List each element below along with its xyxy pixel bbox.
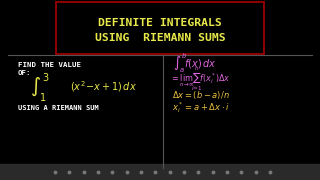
Text: $x_i^*=a+\Delta x\cdot i$: $x_i^*=a+\Delta x\cdot i$	[172, 101, 230, 115]
Text: $\int_a^b\!f(x)\,dx$: $\int_a^b\!f(x)\,dx$	[173, 51, 217, 75]
Text: $\int_1^3$: $\int_1^3$	[30, 71, 50, 104]
Text: USING  RIEMANN SUMS: USING RIEMANN SUMS	[95, 33, 225, 43]
Text: $=\lim_{n\to\infty}\!\sum_{i=1}^{n}\!f(x_i^*)\Delta x$: $=\lim_{n\to\infty}\!\sum_{i=1}^{n}\!f(x…	[170, 65, 231, 93]
Text: DEFINITE INTEGRALS: DEFINITE INTEGRALS	[98, 18, 222, 28]
Text: $(x^2\!-\!x+1)\,dx$: $(x^2\!-\!x+1)\,dx$	[69, 80, 136, 94]
FancyBboxPatch shape	[56, 2, 264, 54]
Text: OF:: OF:	[18, 70, 31, 76]
Text: FIND THE VALUE: FIND THE VALUE	[18, 62, 81, 68]
Text: USING A RIEMANN SUM: USING A RIEMANN SUM	[18, 105, 99, 111]
Text: $\Delta x=(b-a)/n$: $\Delta x=(b-a)/n$	[172, 89, 230, 101]
Bar	[0, 164, 320, 180]
